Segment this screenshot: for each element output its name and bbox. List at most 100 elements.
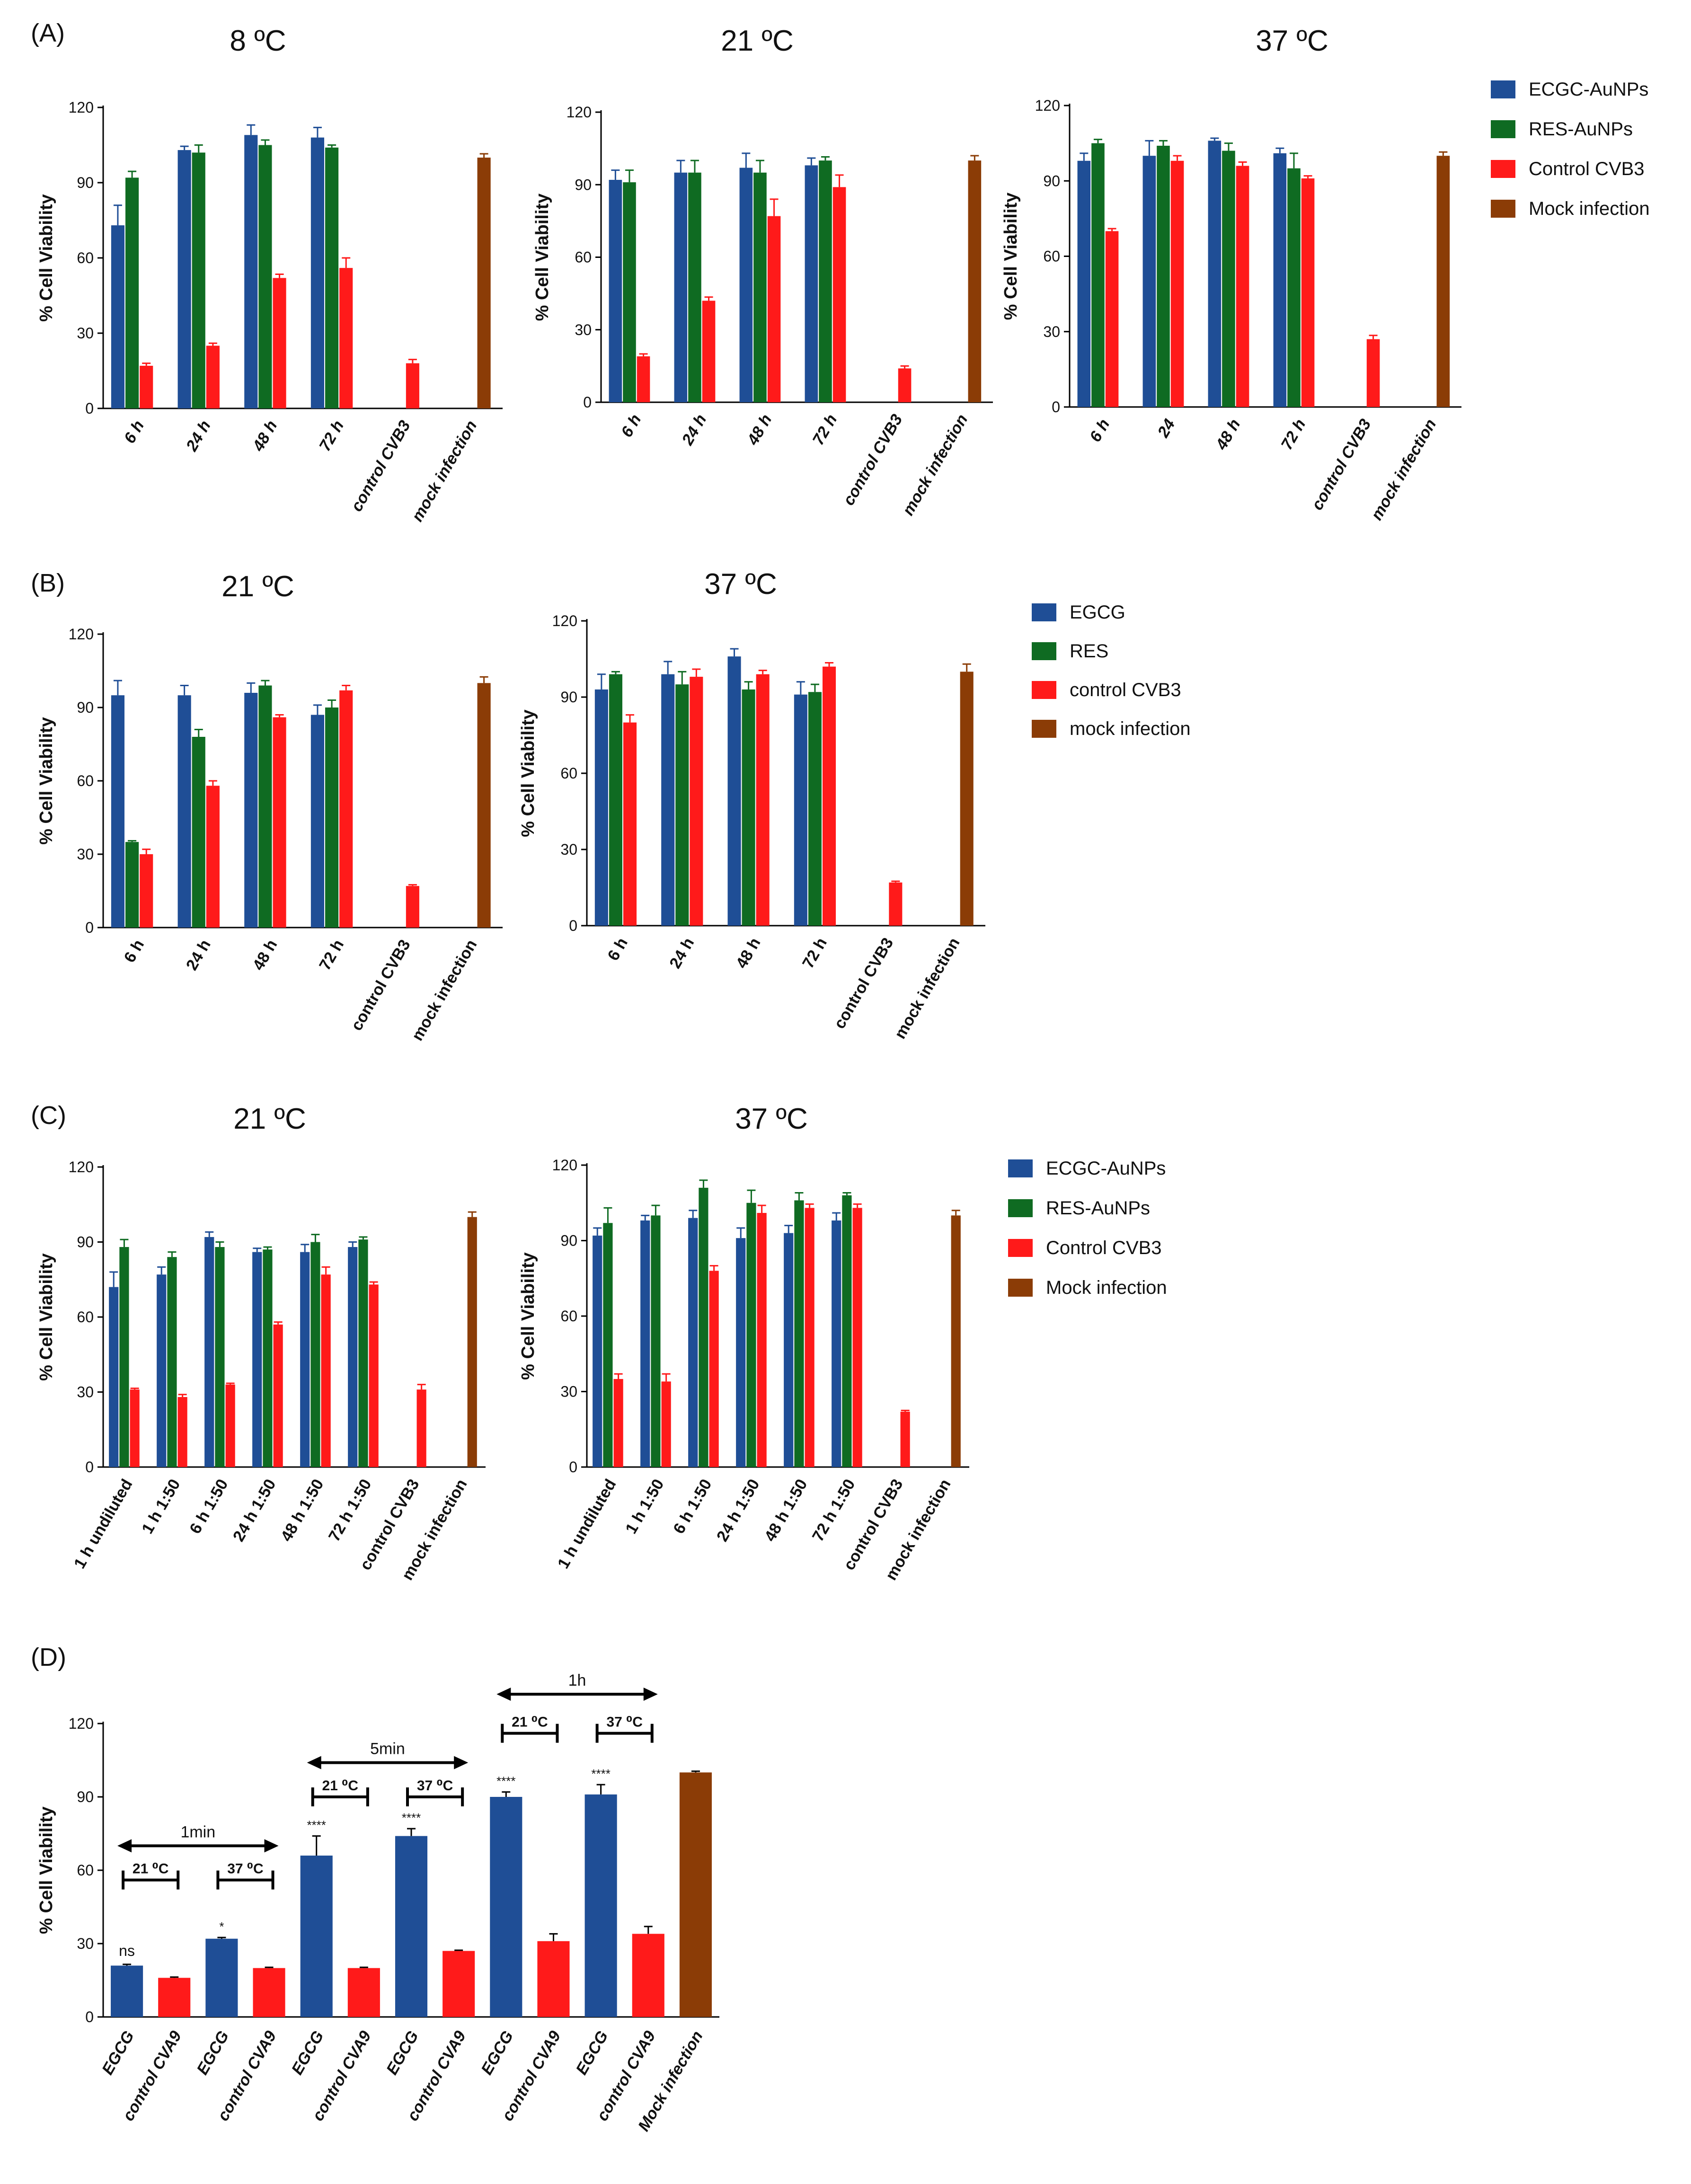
- x-tick-label: 6 h 1:50: [670, 1476, 715, 1537]
- x-tick-label: 48 h: [1212, 416, 1244, 453]
- chart-A3: 0 30 60 90 120 % Cell Viability 37 ºC 6 h 24 48 h…: [1001, 25, 1461, 523]
- bar-mock-infection: [477, 158, 491, 408]
- x-tick-label: 6 h: [121, 937, 148, 966]
- y-tick-label: 90: [77, 1788, 94, 1805]
- legend-swatch: [1008, 1199, 1033, 1217]
- bar-res: [192, 737, 205, 928]
- bar-res-aunps: [842, 1195, 852, 1467]
- bar-ecgc-aunps: [252, 1252, 262, 1467]
- x-tick-label: 6 h 1:50: [186, 1476, 231, 1537]
- x-tick-label: 1 h undiluted: [71, 1476, 136, 1572]
- bar-control-cvb3: [613, 1379, 623, 1467]
- y-tick-label: 120: [69, 626, 94, 643]
- y-tick-label: 60: [77, 1309, 94, 1326]
- chart-title: 8 ºC: [230, 25, 286, 57]
- legend-label: Mock infection: [1529, 198, 1650, 219]
- bar-ecgc-aunps: [736, 1238, 746, 1467]
- bar-egcg: [244, 693, 258, 928]
- bar-ecgc-aunps: [1077, 160, 1091, 407]
- bar-res: [325, 707, 339, 928]
- bar-control-cvb3: [321, 1274, 331, 1467]
- x-tick-label: EGCG: [193, 2028, 232, 2078]
- x-tick-label: 72 h 1:50: [325, 1476, 375, 1545]
- bar-res-aunps: [1287, 168, 1301, 407]
- y-tick-label: 0: [569, 1459, 577, 1476]
- bar-control-cvb3: [140, 365, 153, 408]
- bar-control-cvb3: [690, 677, 703, 926]
- legend-swatch: [1032, 603, 1056, 621]
- x-tick-label: 24 h 1:50: [713, 1476, 763, 1545]
- bar-egcg: [177, 695, 191, 928]
- x-tick-label: 6 h: [1086, 416, 1113, 445]
- legend-label: RES-AuNPs: [1046, 1198, 1150, 1219]
- x-tick-label: 1 h undiluted: [554, 1476, 620, 1572]
- chart-title: 21 ºC: [233, 1103, 306, 1135]
- x-tick-label: 48 h: [249, 417, 281, 455]
- time-group-label: 1h: [568, 1671, 586, 1689]
- x-tick-label: control CVB3: [347, 937, 414, 1034]
- bar-ecgc-aunps: [310, 137, 325, 409]
- bar-res: [675, 684, 689, 926]
- legend-label: control CVB3: [1070, 680, 1181, 700]
- bar-control-cvb3: [339, 690, 353, 928]
- bar-control-cvb3: [900, 1412, 910, 1467]
- y-axis-label: % Cell Viability: [532, 194, 552, 321]
- significance-label: ****: [591, 1767, 610, 1781]
- bar-ecgc-aunps: [805, 165, 818, 402]
- bar-res-aunps: [753, 172, 767, 402]
- bar-mock-infection: [467, 1217, 477, 1467]
- bar-res-aunps: [215, 1247, 225, 1467]
- x-tick-label: 72 h 1:50: [809, 1476, 859, 1545]
- y-axis-label: % Cell Viability: [36, 1253, 56, 1381]
- bar-res-aunps: [1091, 143, 1105, 407]
- y-tick-label: 60: [560, 765, 577, 782]
- bar-res-aunps: [603, 1223, 613, 1467]
- bar-control-cvb3: [805, 1208, 815, 1467]
- bar-egcg: [111, 1965, 143, 2017]
- x-tick-label: 24 h: [182, 417, 214, 455]
- legend-swatch: [1008, 1279, 1033, 1297]
- bar-res-aunps: [125, 177, 139, 408]
- bar-control-cvb3: [1366, 339, 1380, 407]
- x-tick-label: 72 h: [1278, 416, 1310, 453]
- chart-B2: 0 30 60 90 120 % Cell Viability 37 ºC 6 h 24 h 48…: [518, 568, 985, 1042]
- y-tick-label: 30: [77, 325, 94, 342]
- y-tick-label: 0: [85, 919, 94, 936]
- bar-egcg: [661, 674, 675, 926]
- legend-swatch: [1491, 200, 1515, 218]
- x-tick-label: 72 h: [316, 937, 347, 973]
- bar-control-cvb3: [130, 1389, 140, 1467]
- y-tick-label: 120: [552, 1157, 577, 1174]
- legend-swatch: [1032, 681, 1056, 699]
- bar-res-aunps: [325, 147, 339, 408]
- x-tick-label: 24 h 1:50: [230, 1476, 280, 1545]
- bar-control-cvb3: [898, 368, 912, 402]
- y-tick-label: 90: [560, 689, 577, 706]
- bar-egcg: [594, 689, 608, 926]
- y-tick-label: 0: [85, 400, 94, 417]
- x-tick-label: EGCG: [478, 2028, 517, 2078]
- legend-swatch: [1008, 1239, 1033, 1257]
- y-axis-label: % Cell Viability: [1001, 193, 1021, 320]
- y-tick-label: 120: [69, 99, 94, 116]
- bar-control-cvb3: [206, 786, 220, 928]
- bar-control-cvb3: [406, 886, 419, 928]
- bar-control-cvb3: [369, 1284, 379, 1467]
- y-tick-label: 60: [77, 772, 94, 789]
- arrow-head-right: [643, 1688, 658, 1701]
- chart-title: 37 ºC: [704, 568, 777, 601]
- bar-res-aunps: [310, 1242, 320, 1467]
- bar-control-cvb3: [273, 278, 286, 408]
- bar-control-cvb3: [140, 854, 153, 928]
- bar-egcg: [300, 1856, 333, 2017]
- bar-res-aunps: [746, 1203, 756, 1467]
- bar-control-cvb3: [709, 1271, 719, 1467]
- x-tick-label: 6 h: [121, 417, 148, 447]
- x-tick-label: control CVB3: [1308, 416, 1375, 513]
- bar-res-aunps: [688, 172, 701, 402]
- bar-res-aunps: [1222, 150, 1235, 407]
- x-tick-label: 48 h: [249, 937, 281, 973]
- x-tick-label: 1 h 1:50: [138, 1476, 184, 1537]
- y-tick-label: 60: [77, 1862, 94, 1879]
- y-tick-label: 30: [575, 321, 592, 338]
